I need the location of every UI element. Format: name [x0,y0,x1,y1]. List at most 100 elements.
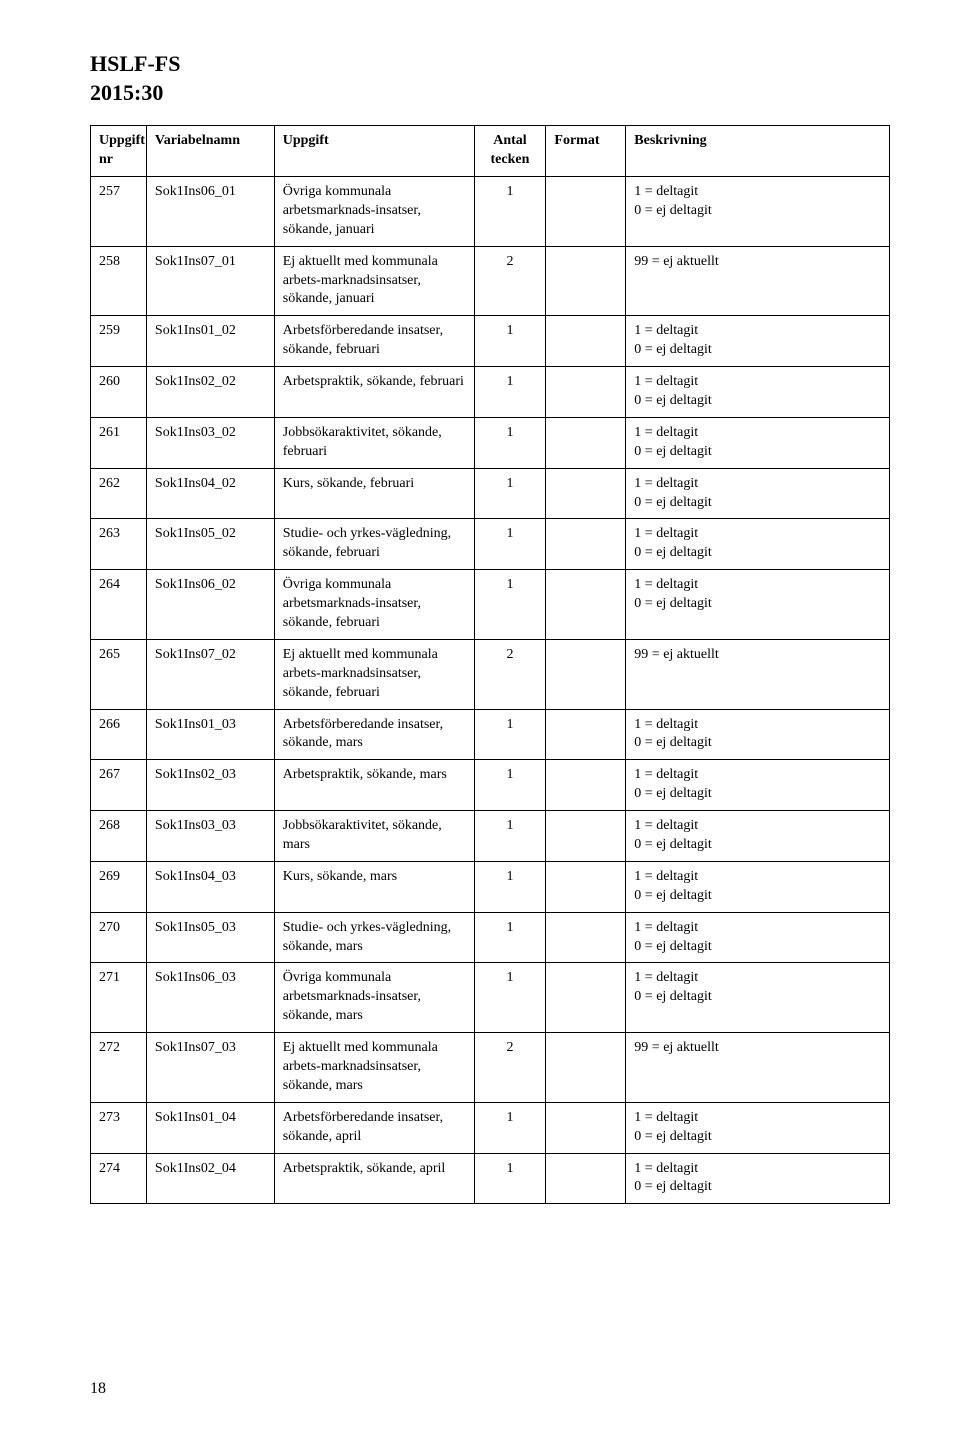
cell-nr: 263 [91,519,147,570]
col-header-fmt: Format [546,126,626,177]
cell-format [546,861,626,912]
cell-beskrivning: 99 = ej aktuellt [626,246,890,316]
cell-variabelnamn: Sok1Ins02_02 [146,367,274,418]
cell-variabelnamn: Sok1Ins01_03 [146,709,274,760]
cell-variabelnamn: Sok1Ins01_04 [146,1102,274,1153]
table-row: 264Sok1Ins06_02Övriga kommunala arbetsma… [91,570,890,640]
cell-antal-tecken: 1 [474,1102,546,1153]
cell-variabelnamn: Sok1Ins01_02 [146,316,274,367]
cell-beskrivning: 1 = deltagit0 = ej deltagit [626,861,890,912]
cell-beskrivning: 1 = deltagit0 = ej deltagit [626,417,890,468]
cell-variabelnamn: Sok1Ins04_03 [146,861,274,912]
cell-beskrivning: 1 = deltagit0 = ej deltagit [626,519,890,570]
cell-nr: 264 [91,570,147,640]
cell-uppgift: Arbetspraktik, sökande, april [274,1153,474,1204]
cell-antal-tecken: 1 [474,709,546,760]
cell-variabelnamn: Sok1Ins03_03 [146,811,274,862]
cell-uppgift: Övriga kommunala arbetsmarknads-insatser… [274,570,474,640]
cell-beskrivning: 1 = deltagit0 = ej deltagit [626,367,890,418]
cell-antal-tecken: 1 [474,570,546,640]
cell-beskrivning: 1 = deltagit0 = ej deltagit [626,468,890,519]
cell-antal-tecken: 1 [474,519,546,570]
cell-beskrivning: 1 = deltagit0 = ej deltagit [626,1153,890,1204]
cell-nr: 261 [91,417,147,468]
cell-uppgift: Övriga kommunala arbetsmarknads-insatser… [274,176,474,246]
cell-format [546,246,626,316]
cell-uppgift: Arbetspraktik, sökande, mars [274,760,474,811]
table-row: 267Sok1Ins02_03Arbetspraktik, sökande, m… [91,760,890,811]
cell-beskrivning: 99 = ej aktuellt [626,1033,890,1103]
cell-format [546,468,626,519]
cell-nr: 268 [91,811,147,862]
table-row: 271Sok1Ins06_03Övriga kommunala arbetsma… [91,963,890,1033]
cell-antal-tecken: 2 [474,246,546,316]
cell-format [546,367,626,418]
header-line-2: 2015:30 [90,79,890,108]
cell-antal-tecken: 1 [474,861,546,912]
cell-antal-tecken: 1 [474,760,546,811]
table-row: 261Sok1Ins03_02Jobbsökaraktivitet, sökan… [91,417,890,468]
col-header-nr: Uppgift nr [91,126,147,177]
cell-antal-tecken: 1 [474,912,546,963]
cell-variabelnamn: Sok1Ins02_03 [146,760,274,811]
cell-variabelnamn: Sok1Ins06_02 [146,570,274,640]
cell-nr: 270 [91,912,147,963]
table-row: 257Sok1Ins06_01Övriga kommunala arbetsma… [91,176,890,246]
cell-nr: 257 [91,176,147,246]
cell-nr: 258 [91,246,147,316]
table-row: 258Sok1Ins07_01Ej aktuellt med kommunala… [91,246,890,316]
page-number: 18 [90,1380,106,1398]
cell-variabelnamn: Sok1Ins05_03 [146,912,274,963]
cell-antal-tecken: 1 [474,316,546,367]
cell-uppgift: Kurs, sökande, februari [274,468,474,519]
table-row: 272Sok1Ins07_03Ej aktuellt med kommunala… [91,1033,890,1103]
cell-format [546,176,626,246]
cell-beskrivning: 1 = deltagit0 = ej deltagit [626,963,890,1033]
cell-variabelnamn: Sok1Ins04_02 [146,468,274,519]
cell-antal-tecken: 2 [474,639,546,709]
document-header: HSLF-FS 2015:30 [90,50,890,107]
cell-antal-tecken: 1 [474,417,546,468]
cell-antal-tecken: 1 [474,963,546,1033]
cell-format [546,811,626,862]
cell-nr: 274 [91,1153,147,1204]
cell-nr: 262 [91,468,147,519]
cell-antal-tecken: 1 [474,811,546,862]
cell-nr: 265 [91,639,147,709]
cell-format [546,570,626,640]
cell-variabelnamn: Sok1Ins05_02 [146,519,274,570]
cell-format [546,1102,626,1153]
cell-format [546,709,626,760]
cell-uppgift: Arbetsförberedande insatser, sökande, ap… [274,1102,474,1153]
cell-antal-tecken: 1 [474,176,546,246]
cell-variabelnamn: Sok1Ins06_01 [146,176,274,246]
cell-variabelnamn: Sok1Ins06_03 [146,963,274,1033]
cell-beskrivning: 1 = deltagit0 = ej deltagit [626,1102,890,1153]
cell-format [546,417,626,468]
cell-nr: 267 [91,760,147,811]
cell-variabelnamn: Sok1Ins03_02 [146,417,274,468]
cell-format [546,760,626,811]
cell-format [546,1033,626,1103]
cell-beskrivning: 1 = deltagit0 = ej deltagit [626,912,890,963]
cell-antal-tecken: 1 [474,468,546,519]
cell-antal-tecken: 2 [474,1033,546,1103]
table-header-row: Uppgift nr Variabelnamn Uppgift Antal te… [91,126,890,177]
header-line-1: HSLF-FS [90,50,890,79]
cell-variabelnamn: Sok1Ins07_03 [146,1033,274,1103]
table-body: 257Sok1Ins06_01Övriga kommunala arbetsma… [91,176,890,1203]
table-row: 274Sok1Ins02_04Arbetspraktik, sökande, a… [91,1153,890,1204]
data-table: Uppgift nr Variabelnamn Uppgift Antal te… [90,125,890,1204]
cell-beskrivning: 1 = deltagit0 = ej deltagit [626,570,890,640]
cell-uppgift: Kurs, sökande, mars [274,861,474,912]
cell-variabelnamn: Sok1Ins07_01 [146,246,274,316]
cell-beskrivning: 1 = deltagit0 = ej deltagit [626,760,890,811]
col-header-ant: Antal tecken [474,126,546,177]
cell-format [546,519,626,570]
cell-uppgift: Arbetsförberedande insatser, sökande, fe… [274,316,474,367]
cell-format [546,963,626,1033]
cell-beskrivning: 99 = ej aktuellt [626,639,890,709]
cell-uppgift: Arbetspraktik, sökande, februari [274,367,474,418]
cell-nr: 271 [91,963,147,1033]
cell-uppgift: Studie- och yrkes-vägledning, sökande, f… [274,519,474,570]
